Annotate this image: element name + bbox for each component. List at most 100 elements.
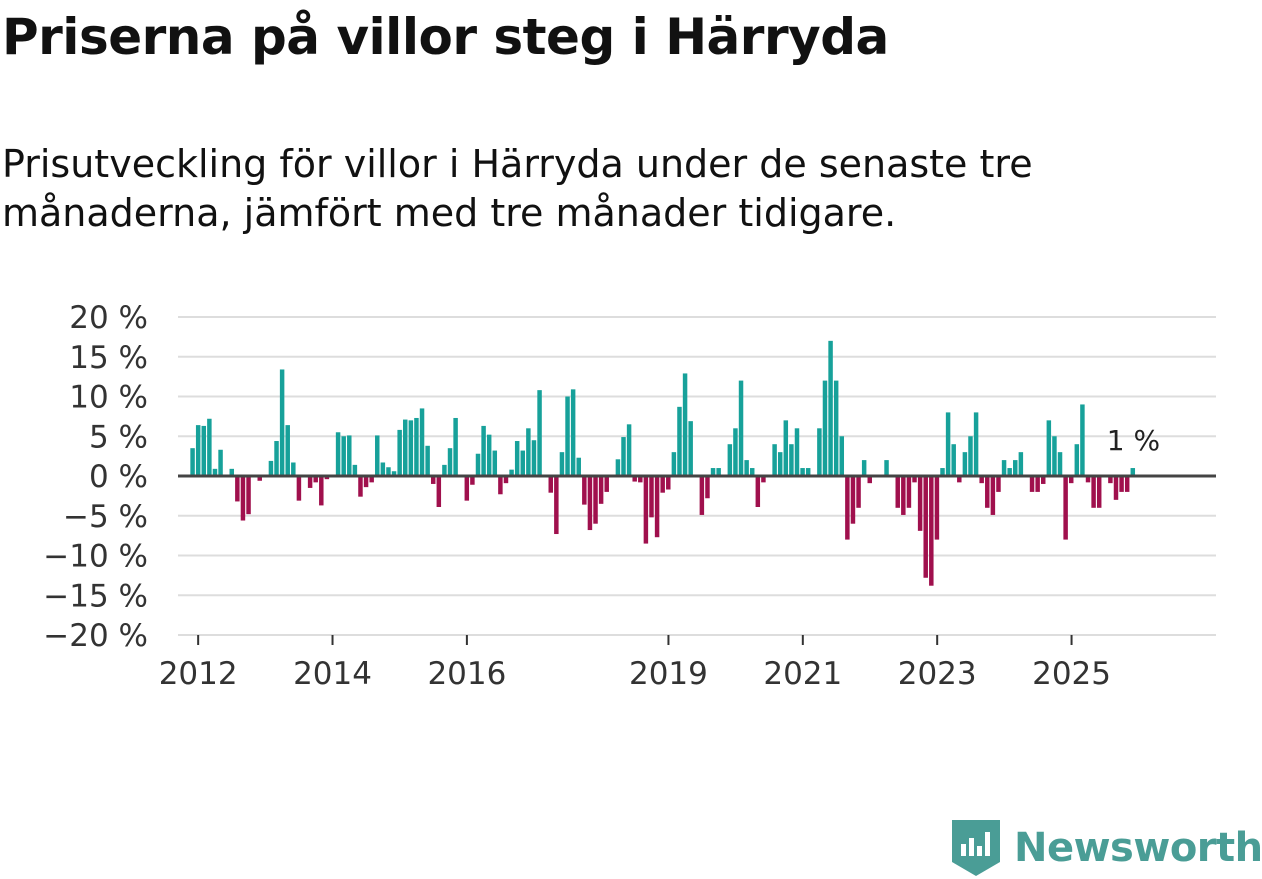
bar xyxy=(1124,476,1130,492)
bar xyxy=(884,460,889,476)
bar xyxy=(436,476,442,507)
x-tick-label: 2012 xyxy=(159,656,238,692)
y-tick-label: −15 % xyxy=(43,578,148,614)
bar xyxy=(257,476,262,481)
bar xyxy=(464,476,470,501)
bar xyxy=(212,468,218,476)
bar xyxy=(593,476,598,524)
bar xyxy=(1046,420,1052,476)
bar xyxy=(962,452,968,476)
bar xyxy=(833,380,839,476)
bar xyxy=(285,425,290,476)
bar xyxy=(207,418,212,476)
bar xyxy=(520,450,526,476)
bar xyxy=(453,417,458,476)
bar xyxy=(699,476,705,515)
bar xyxy=(268,460,274,476)
bar xyxy=(626,424,632,476)
bar xyxy=(1035,476,1040,492)
bar xyxy=(514,441,520,476)
bar xyxy=(419,408,425,476)
bar xyxy=(1130,468,1136,476)
bar xyxy=(1085,476,1091,483)
bar xyxy=(867,476,872,484)
bar xyxy=(705,476,710,499)
bar xyxy=(761,476,766,483)
bar xyxy=(470,476,475,485)
bar xyxy=(1113,476,1119,500)
bar xyxy=(738,380,744,476)
bar xyxy=(576,457,581,476)
bar xyxy=(912,476,917,483)
bar xyxy=(246,476,251,515)
bar xyxy=(475,453,481,476)
bar xyxy=(279,369,285,476)
page-subtitle: Prisutveckling för villor i Härryda unde… xyxy=(2,142,1033,236)
y-tick-label: −10 % xyxy=(43,539,148,575)
bar xyxy=(559,452,565,476)
bar xyxy=(979,476,984,484)
bar xyxy=(565,396,570,476)
bar xyxy=(929,476,934,586)
bar xyxy=(1007,468,1012,476)
bar xyxy=(403,419,408,476)
y-tick-label: −20 % xyxy=(43,618,148,654)
bar xyxy=(805,468,811,476)
bar xyxy=(772,444,777,476)
bar xyxy=(923,476,928,578)
bar xyxy=(783,420,789,476)
bar xyxy=(1074,444,1080,476)
bar xyxy=(682,373,688,476)
bar xyxy=(526,428,531,476)
bar xyxy=(817,428,822,476)
bar xyxy=(319,476,324,506)
bar xyxy=(968,436,973,476)
bar xyxy=(615,459,621,476)
bar xyxy=(1080,404,1085,476)
bar xyxy=(895,476,900,508)
bar xyxy=(369,476,374,483)
bar xyxy=(375,435,380,476)
bar xyxy=(744,460,749,476)
bar xyxy=(1063,476,1068,540)
bar xyxy=(363,476,369,488)
bar xyxy=(447,448,453,476)
page-title: Priserna på villor steg i Härryda xyxy=(2,8,889,66)
bar xyxy=(481,425,486,476)
bar xyxy=(845,476,850,540)
bar xyxy=(503,476,509,484)
bar xyxy=(352,464,358,476)
bar xyxy=(996,476,1001,492)
bar xyxy=(727,444,733,476)
bar xyxy=(638,476,643,483)
bar xyxy=(934,476,940,540)
bar xyxy=(957,476,962,483)
bar-chart: 20 % 15 % 10 %5 % 0 % −5 % −10 %−15 % −20 % 20… xyxy=(43,300,1216,692)
bar xyxy=(1018,452,1024,476)
bar xyxy=(822,380,828,476)
bar xyxy=(945,412,951,476)
bar xyxy=(430,476,436,484)
bar xyxy=(716,468,721,476)
bar xyxy=(660,476,665,493)
bar xyxy=(1119,476,1124,492)
bar xyxy=(666,476,671,490)
bar xyxy=(537,390,542,476)
bar xyxy=(649,476,654,518)
bar xyxy=(1052,436,1057,476)
y-tick-label: 5 % xyxy=(89,419,148,455)
bar xyxy=(917,476,923,531)
x-tick-label: 2021 xyxy=(763,656,842,692)
bar xyxy=(794,428,800,476)
bar xyxy=(800,468,805,476)
bar xyxy=(1001,460,1007,476)
bar xyxy=(621,437,626,476)
bar xyxy=(671,452,677,476)
bar xyxy=(201,425,207,476)
bar xyxy=(218,449,223,476)
bar xyxy=(828,340,833,476)
bar xyxy=(492,450,498,476)
bar xyxy=(777,452,783,476)
bar xyxy=(1108,476,1113,484)
bar xyxy=(391,471,397,476)
